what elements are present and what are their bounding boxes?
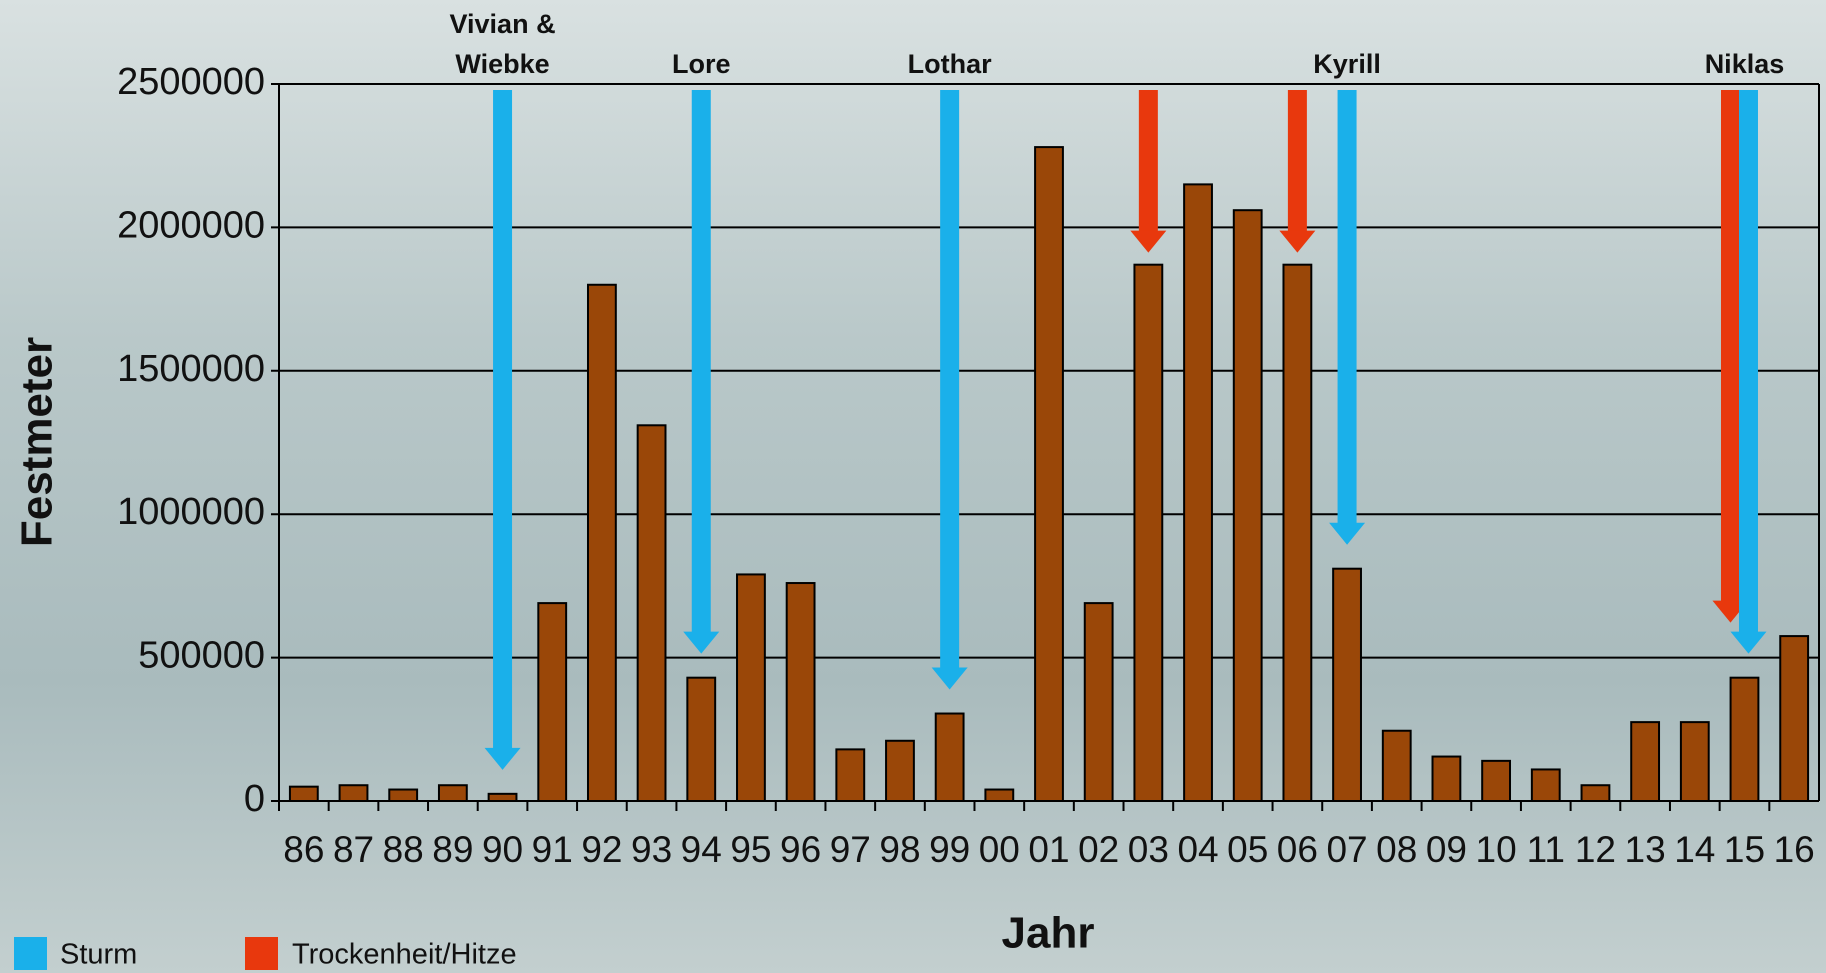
x-tick-label: 00	[979, 829, 1020, 870]
bar	[836, 749, 864, 801]
bar	[489, 794, 517, 801]
bar	[1383, 731, 1411, 801]
storm-arrow-head	[1730, 632, 1766, 654]
x-tick-label: 97	[830, 829, 871, 870]
drought-arrow-head	[1130, 231, 1166, 253]
y-tick-label: 2500000	[117, 61, 265, 103]
bar	[1681, 722, 1709, 801]
x-tick-label: 02	[1078, 829, 1119, 870]
bar	[538, 603, 566, 801]
bar	[1780, 636, 1808, 801]
storm-label: Niklas	[1674, 44, 1814, 84]
x-tick-label: 92	[581, 829, 622, 870]
x-tick-label: 01	[1028, 829, 1069, 870]
x-tick-label: 93	[631, 829, 672, 870]
storm-arrow-head	[932, 668, 968, 690]
bar	[439, 785, 467, 801]
bar	[1532, 769, 1560, 801]
bar	[1134, 265, 1162, 801]
legend-swatch	[245, 937, 278, 970]
y-tick-label: 1500000	[117, 348, 265, 390]
bar	[1731, 678, 1759, 801]
bar	[389, 790, 417, 801]
bar	[290, 787, 318, 801]
x-tick-label: 10	[1476, 829, 1517, 870]
x-tick-label: 91	[532, 829, 573, 870]
x-tick-label: 09	[1426, 829, 1467, 870]
x-tick-label: 12	[1575, 829, 1616, 870]
storm-label: Lore	[631, 44, 771, 84]
storm-arrow-head	[485, 748, 521, 770]
y-axis-title: Festmeter	[13, 337, 62, 547]
storm-label: Lothar	[880, 44, 1020, 84]
bar	[1333, 569, 1361, 801]
chart-page: Festmeter Jahr 0 500000 1000000 1500000 2000…	[0, 0, 1826, 973]
storm-label: Kyrill	[1277, 44, 1417, 84]
bar	[1085, 603, 1113, 801]
storm-label: Vivian & Wiebke	[433, 4, 573, 84]
x-tick-label: 07	[1326, 829, 1367, 870]
x-tick-label: 99	[929, 829, 970, 870]
x-tick-label: 98	[879, 829, 920, 870]
y-tick-label: 1000000	[117, 491, 265, 533]
bar	[638, 425, 666, 801]
bar	[588, 285, 616, 801]
x-tick-label: 03	[1128, 829, 1169, 870]
bar	[1283, 265, 1311, 801]
x-tick-label: 88	[383, 829, 424, 870]
bar	[1433, 757, 1461, 801]
x-tick-label: 94	[681, 829, 722, 870]
legend-label: Trockenheit/Hitze	[292, 939, 517, 971]
x-tick-label: 13	[1625, 829, 1666, 870]
bar	[787, 583, 815, 801]
chart: Festmeter Jahr 0 500000 1000000 1500000 2000…	[0, 0, 1826, 973]
x-tick-label: 14	[1674, 829, 1715, 870]
storm-arrow-head	[683, 632, 719, 654]
bar	[687, 678, 715, 801]
x-tick-label: 96	[780, 829, 821, 870]
bar	[985, 790, 1013, 801]
x-tick-label: 90	[482, 829, 523, 870]
x-tick-label: 89	[432, 829, 473, 870]
x-tick-label: 08	[1376, 829, 1417, 870]
bar	[1184, 184, 1212, 801]
bar	[886, 741, 914, 801]
y-tick-label: 500000	[138, 635, 265, 677]
x-tick-label: 11	[1527, 829, 1565, 870]
bar	[1482, 761, 1510, 801]
x-tick-label: 04	[1177, 829, 1218, 870]
x-tick-label: 87	[333, 829, 374, 870]
x-tick-label: 15	[1724, 829, 1765, 870]
bar	[1035, 147, 1063, 801]
x-axis-title: Jahr	[1002, 909, 1095, 958]
x-tick-label: 86	[283, 829, 324, 870]
legend-label: Sturm	[60, 939, 137, 971]
legend-swatch	[14, 937, 47, 970]
bar	[936, 714, 964, 801]
x-tick-label: 06	[1277, 829, 1318, 870]
y-tick-label: 0	[244, 778, 265, 820]
bar	[340, 785, 368, 801]
bar	[1582, 785, 1610, 801]
bar	[737, 574, 765, 801]
y-tick-label: 2000000	[117, 204, 265, 246]
drought-arrow-head	[1279, 231, 1315, 253]
bar	[1631, 722, 1659, 801]
x-tick-label: 95	[730, 829, 771, 870]
x-tick-label: 16	[1774, 829, 1815, 870]
x-tick-label: 05	[1227, 829, 1268, 870]
bar	[1234, 210, 1262, 801]
storm-arrow-head	[1329, 523, 1365, 545]
